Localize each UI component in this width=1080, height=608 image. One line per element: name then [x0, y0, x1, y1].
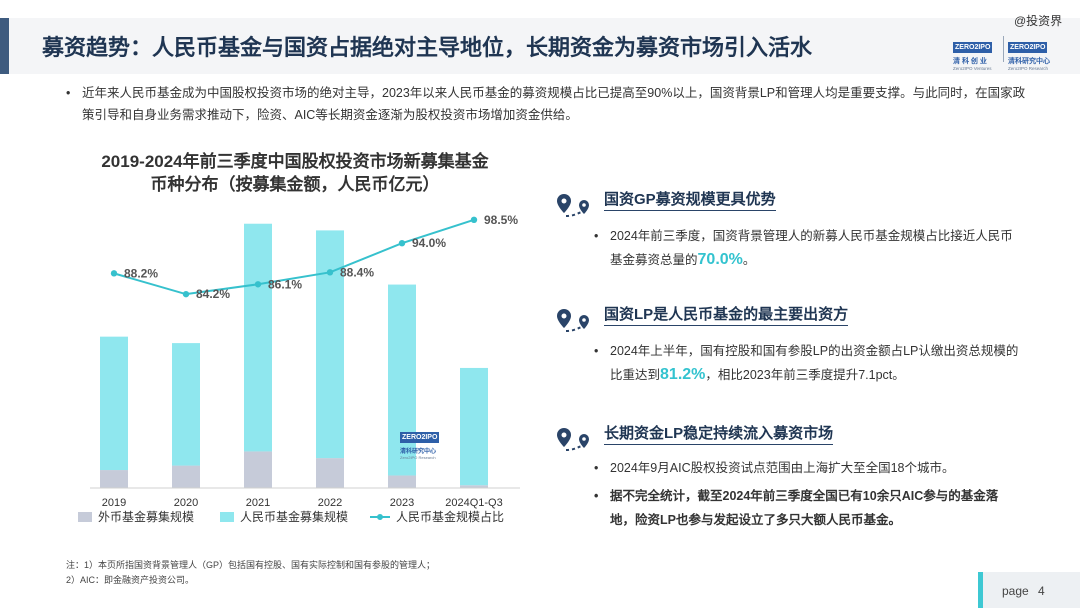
share-point: [182, 290, 190, 298]
bar-rmb-fund: [244, 223, 272, 452]
bullet-dot: •: [594, 229, 599, 243]
chart-watermark-cn: 清科研究中心: [400, 449, 437, 455]
chart-watermark-logo: ZERO2IPO 清科研究中心 Zero2IPO Research: [400, 426, 450, 460]
logo1-tag: ZERO2IPO: [953, 42, 993, 53]
bullet-dot: •: [594, 489, 599, 503]
intro-bullet: •: [66, 86, 71, 100]
zero2ipo-research-logo: ZERO2IPO 清科研究中心 Zero2IPO Research: [1008, 36, 1056, 71]
data-label: 88.2%: [124, 266, 158, 280]
share-line: [113, 218, 475, 296]
bullet-text: 2024年上半年，国有控股和国有参股LP的出资金额占LP认缴出资总规模的比重达到…: [610, 339, 1020, 387]
section-title: 国资GP募资规模更具优势: [604, 190, 776, 211]
bullet-text-pre: 2024年前三季度，国资背景管理人的新募人民币基金规模占比接近人民币基金募资总量…: [610, 229, 1013, 267]
share-point: [254, 281, 262, 288]
logo1-cn: 清 科 创 业: [953, 58, 987, 65]
bar-rmb-fund: [460, 367, 488, 486]
page-footer-accent: [978, 572, 983, 608]
logo2-cn: 清科研究中心: [1008, 58, 1050, 65]
x-tick-label: 2021: [246, 497, 270, 509]
bar-rmb-fund: [100, 336, 128, 471]
bar-foreign-fund: [244, 451, 272, 488]
bullet-text: 据不完全统计，截至2024年前三季度全国已有10余只AIC参与的基金落地，险资L…: [610, 489, 999, 527]
x-tick-label: 2022: [318, 497, 342, 509]
data-label: 88.4%: [340, 265, 374, 279]
page-footer-bar: [978, 572, 1080, 608]
bullet-dot: •: [594, 344, 599, 358]
watermark-text: @投资界: [1014, 14, 1063, 28]
bar-rmb-fund: [388, 284, 416, 476]
bullet-text: 2024年9月AIC股权投资试点范围由上海扩大至全国18个城市。: [610, 461, 955, 475]
highlight-value: 70.0%: [697, 251, 743, 268]
legend-label: 外币基金募集规模: [98, 509, 194, 524]
bullet-text: 2024年前三季度，国资背景管理人的新募人民币基金规模占比接近人民币基金募资总量…: [610, 224, 1020, 272]
legend-swatch: [78, 512, 92, 522]
bar-rmb-fund: [172, 343, 200, 466]
x-tick-label: 2024Q1-Q3: [445, 497, 502, 509]
logo2-tag: ZERO2IPO: [1008, 42, 1048, 53]
legend-label: 人民币基金募集规模: [240, 509, 348, 524]
section-title: 长期资金LP稳定持续流入募资市场: [604, 424, 834, 445]
data-label: 86.1%: [268, 277, 302, 291]
section-title: 国资LP是人民币基金的最主要出资方: [604, 305, 849, 326]
title-band: [0, 18, 1080, 74]
x-tick-label: 2023: [390, 497, 414, 509]
bar-foreign-fund: [460, 485, 488, 488]
x-tick-label: 2020: [174, 497, 198, 509]
bar-foreign-fund: [316, 458, 344, 488]
page-label: page: [1002, 584, 1029, 598]
legend-swatch: [377, 514, 383, 520]
title-accent-bar: [0, 18, 9, 74]
logo2-en: Zero2IPO Research: [1008, 66, 1049, 71]
share-point: [110, 270, 118, 277]
share-point: [398, 240, 406, 247]
footnote-line1: 注：1）本页所指国资背景管理人（GP）包括国有控股、国有实际控制和国有参股的管理…: [66, 560, 436, 570]
highlight-value: 81.2%: [660, 366, 706, 383]
legend-label: 人民币基金规模占比: [396, 509, 504, 524]
intro-paragraph: 近年来人民币基金成为中国股权投资市场的绝对主导，2023年以来人民币基金的募资规…: [82, 86, 1026, 122]
footnote-line2: 2）AIC：即金融资产投资公司。: [66, 575, 195, 585]
map-route-icon: [557, 428, 589, 451]
bullet-text-post: 。: [742, 253, 756, 267]
bullet-dot: •: [594, 461, 599, 475]
data-label: 98.5%: [484, 213, 518, 227]
bullet-text-post: ，相比2023年前三季度提升7.1pct。: [705, 368, 905, 382]
chart-title-line1: 2019-2024年前三季度中国股权投资市场新募集基金: [101, 152, 489, 171]
chart-title-line2: 币种分布（按募集金额，人民币亿元）: [150, 175, 440, 194]
map-route-icon: [557, 309, 589, 332]
page-number: 4: [1038, 584, 1045, 598]
data-label: 94.0%: [412, 236, 446, 250]
logo-separator: [1003, 36, 1004, 62]
zero2ipo-ventures-logo: ZERO2IPO 清 科 创 业 Zero2IPO Ventures: [953, 36, 999, 71]
chart-watermark-tag: ZERO2IPO: [400, 432, 440, 443]
share-point: [326, 269, 334, 276]
bullet-text-pre: 2024年上半年，国有控股和国有参股LP的出资金额占LP认缴出资总规模的比重达到: [610, 344, 1019, 382]
map-route-icon: [557, 194, 589, 217]
bar-foreign-fund: [100, 470, 128, 488]
share-point: [470, 216, 478, 223]
logo1-en: Zero2IPO Ventures: [953, 66, 992, 71]
chart-watermark-en: Zero2IPO Research: [400, 455, 436, 460]
bar-foreign-fund: [172, 465, 200, 488]
page-title: 募资趋势：人民币基金与国资占据绝对主导地位，长期资金为募资市场引入活水: [42, 35, 813, 60]
x-tick-label: 2019: [102, 497, 126, 509]
legend-swatch: [220, 512, 234, 522]
data-label: 84.2%: [196, 287, 230, 301]
bar-foreign-fund: [388, 475, 416, 488]
chart-title: 2019-2024年前三季度中国股权投资市场新募集基金 币种分布（按募集金额，人…: [60, 150, 530, 196]
